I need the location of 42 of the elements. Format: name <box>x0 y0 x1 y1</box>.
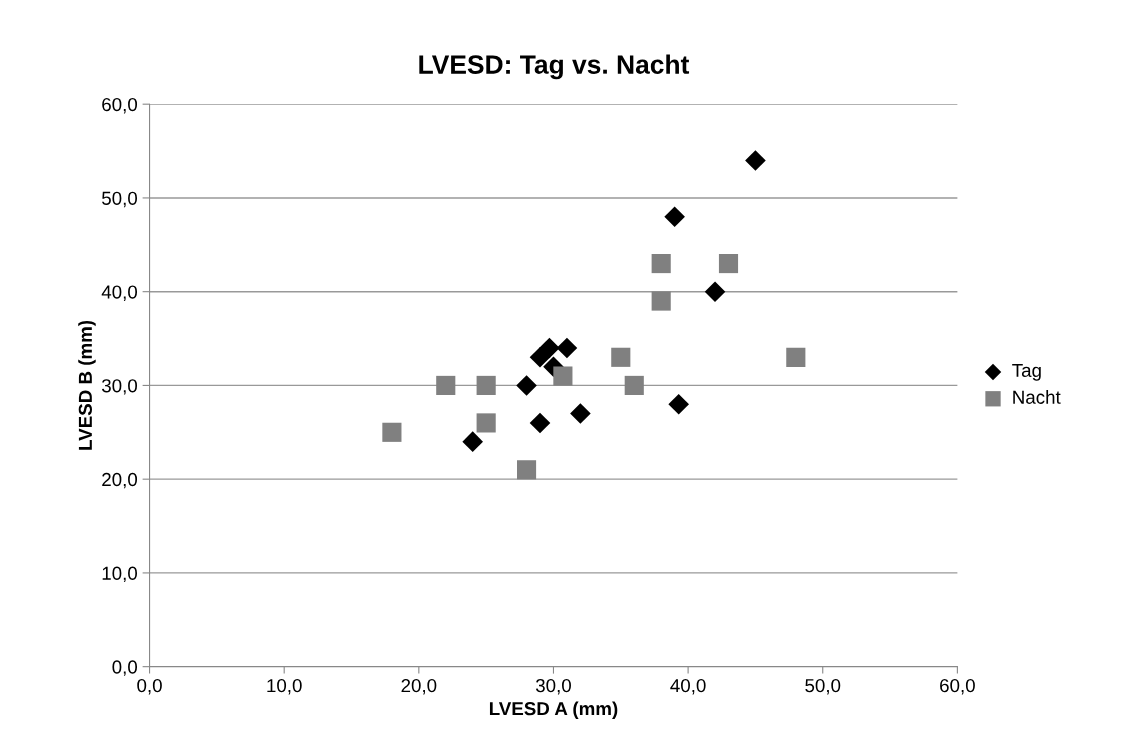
point <box>516 375 537 396</box>
point <box>529 347 551 368</box>
point <box>668 393 689 415</box>
legend-label: Nacht <box>1013 390 1061 404</box>
point <box>382 422 402 442</box>
x-tick-label: 30,0 <box>535 678 571 695</box>
x-tick-label: 0,0 <box>137 678 162 695</box>
chart-title: LVESD: Tag vs. Nacht <box>419 54 690 80</box>
y-tick-label: 0,0 <box>112 660 138 676</box>
x-tick-label: 50,0 <box>805 678 841 695</box>
point <box>553 366 573 386</box>
point <box>476 375 496 395</box>
x-tick-label: 40,0 <box>670 678 706 695</box>
y-tick-label: 30,0 <box>101 379 138 395</box>
x-tick-label: 60,0 <box>940 678 975 695</box>
point <box>718 253 739 274</box>
point <box>745 150 766 171</box>
point <box>570 403 591 424</box>
y-tick-label: 40,0 <box>101 285 138 301</box>
point <box>516 460 537 480</box>
y-tick-label: 10,0 <box>102 566 138 583</box>
x-axis-title: LVESD A (mm) <box>489 701 618 719</box>
point <box>704 281 726 302</box>
y-tick-label: 50,0 <box>102 191 138 208</box>
point <box>611 347 631 367</box>
point <box>462 431 483 452</box>
point <box>529 412 551 434</box>
point <box>786 347 806 367</box>
legend-label: Tag <box>1012 363 1041 381</box>
point <box>556 337 578 359</box>
point <box>476 413 496 433</box>
y-axis-title: LVESD B (mm) <box>78 320 96 450</box>
y-tick-label: 60,0 <box>102 97 138 114</box>
point <box>624 375 644 395</box>
y-tick-label: 20,0 <box>102 472 138 489</box>
x-tick-label: 20,0 <box>401 678 437 695</box>
point <box>651 291 671 311</box>
point <box>664 206 685 227</box>
point <box>436 375 456 395</box>
x-tick-label: 10,0 <box>267 678 302 695</box>
point <box>539 337 560 359</box>
point <box>651 253 671 274</box>
